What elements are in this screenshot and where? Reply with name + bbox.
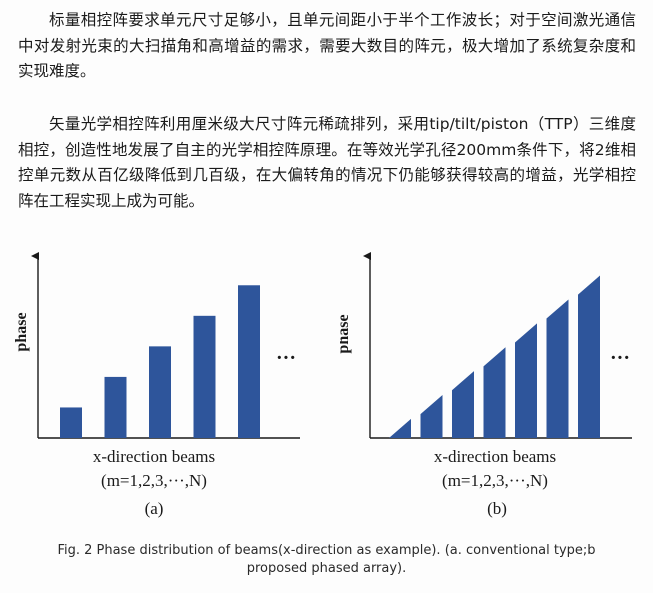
bar-7 — [578, 276, 600, 438]
x-axis-sublabel: (m=1,2,3,···,N) — [101, 471, 207, 490]
bar-2 — [421, 395, 443, 438]
continuation-ellipsis: ··· — [610, 347, 630, 369]
bar-5 — [238, 285, 260, 438]
paragraph-vector-phased-array: 矢量光学相控阵利用厘米级大尺寸阵元稀疏排列，采用tip/tilt/piston（… — [18, 112, 636, 214]
bar-group — [60, 285, 260, 438]
figure-caption: Fig. 2 Phase distribution of beams(x-dir… — [30, 542, 623, 578]
x-axis-label: x-direction beams — [434, 447, 556, 466]
chart-b: phase ··· x-direction beams (m=1,2,3,···… — [340, 252, 650, 532]
bar-3 — [452, 371, 474, 438]
chart-a: phase ··· x-direction beams (m=1,2,3,···… — [8, 252, 318, 532]
paragraph-scalar-phased-array: 标量相控阵要求单元尺寸足够小，且单元间距小于半个工作波长；对于空间激光通信中对发… — [18, 8, 636, 85]
y-axis-label: phase — [340, 314, 352, 353]
bar-4 — [484, 347, 506, 438]
bar-3 — [149, 346, 171, 438]
bar-4 — [194, 316, 216, 438]
continuation-ellipsis: ··· — [276, 347, 296, 369]
bar-5 — [515, 323, 537, 438]
x-axis-sublabel: (m=1,2,3,···,N) — [442, 471, 548, 490]
bar-2 — [105, 377, 127, 438]
panel-label-b: (b) — [487, 499, 507, 518]
y-axis-label: phase — [13, 312, 30, 351]
bar-6 — [547, 299, 569, 438]
bar-group — [389, 276, 600, 438]
figure-2: phase ··· x-direction beams (m=1,2,3,···… — [0, 252, 653, 532]
x-axis-label: x-direction beams — [93, 447, 215, 466]
bar-1 — [389, 419, 411, 438]
panel-label-a: (a) — [145, 499, 164, 518]
bar-1 — [60, 407, 82, 438]
